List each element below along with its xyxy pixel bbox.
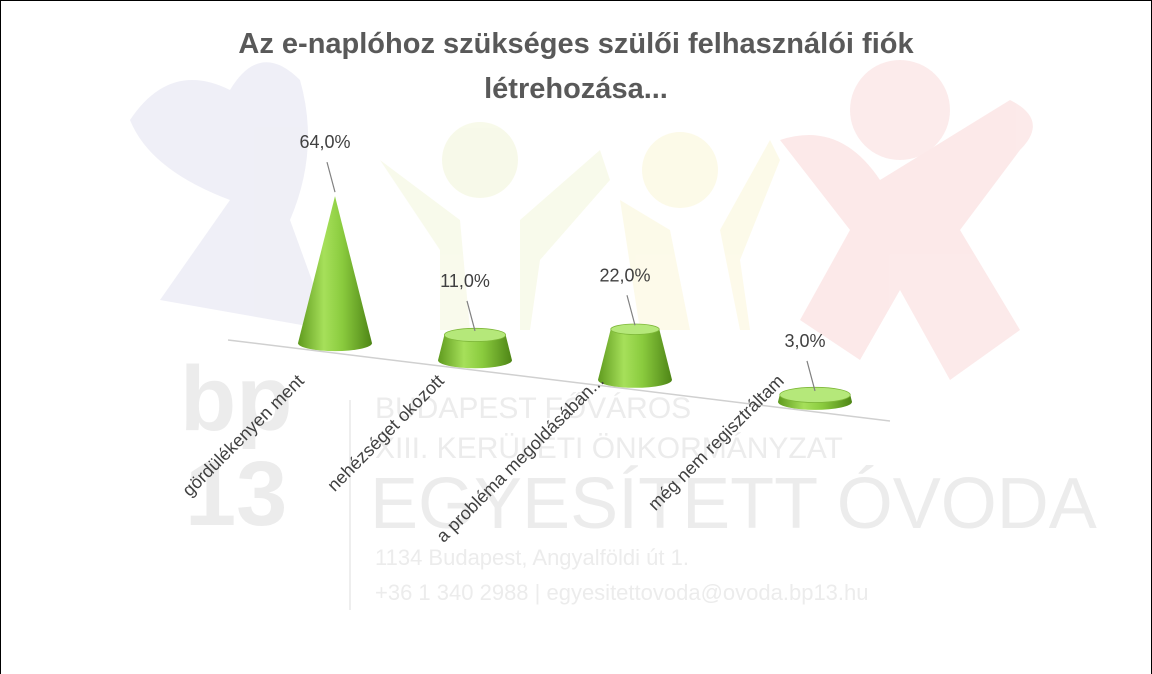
watermark-text: BUDAPEST FŐVÁROS xyxy=(375,392,691,425)
floor-line xyxy=(227,339,891,422)
background-art xyxy=(130,60,1033,380)
watermark-text: EGYESÍTETT ÓVODA xyxy=(370,464,1097,544)
cone-body xyxy=(598,324,672,388)
watermark-text: 13 xyxy=(185,443,287,545)
watermark-text: XIII. KERÜLETI ÖNKORMÁNYZAT xyxy=(375,432,843,465)
data-label: 64,0% xyxy=(299,132,350,152)
data-label: 3,0% xyxy=(784,331,825,351)
data-label: 11,0% xyxy=(440,271,490,291)
leader-line xyxy=(466,300,476,332)
data-label: 22,0% xyxy=(599,265,650,285)
watermark-text: bp xyxy=(180,348,292,450)
cone-top xyxy=(610,323,660,335)
cone-top xyxy=(779,386,851,403)
leader-line xyxy=(806,360,816,392)
watermark-text: +36 1 340 2988 | egyesitettovoda@ovoda.b… xyxy=(375,580,869,605)
watermark: bp13 BUDAPEST FŐVÁROS XIII. KERÜLETI ÖNKOR… xyxy=(180,348,1097,605)
chart-title: Az e-naplóhoz szükséges szülői felhaszná… xyxy=(238,28,914,105)
cone-body xyxy=(298,196,372,352)
cone-top xyxy=(443,327,507,342)
watermark-text: 1134 Budapest, Angyalföldi út 1. xyxy=(375,545,689,570)
leader-line xyxy=(626,295,636,326)
leader-line xyxy=(326,161,336,193)
